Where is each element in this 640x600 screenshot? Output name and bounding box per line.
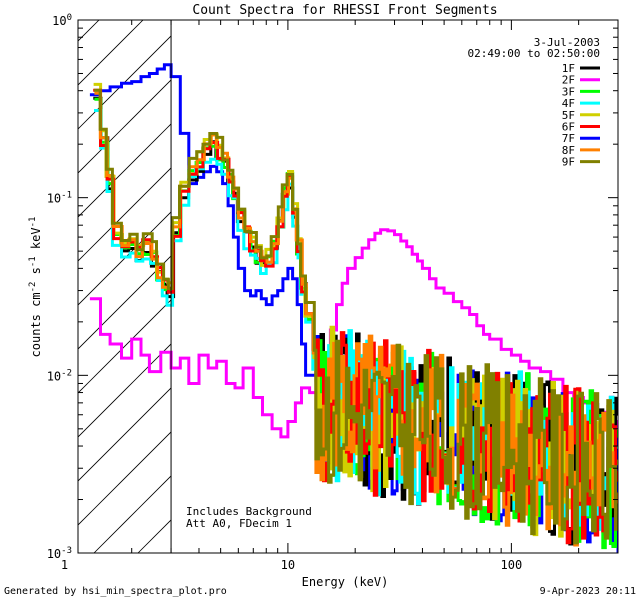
x-axis-label: Energy (keV) [302,575,389,589]
series-line-9F [94,88,618,545]
legend-label-6F: 6F [562,121,575,134]
series-line-2F [89,228,618,439]
hatch-line [78,431,172,526]
legend-label-1F: 1F [562,62,575,75]
y-axis-label: counts cm-2 s-1 keV-1 [28,217,43,358]
hatch-line [78,211,172,306]
footer-timestamp: 9-Apr-2023 20:11 [540,586,636,597]
series-line-8F [94,91,618,547]
legend-label-3F: 3F [562,85,575,98]
annotation-background: Includes Background [186,505,312,518]
time-range-label: 02:49:00 to 02:50:00 [468,47,600,60]
legend-label-8F: 8F [562,144,575,157]
x-tick-label: 100 [501,558,523,572]
y-tick-label: 100 [52,13,72,28]
x-tick-label: 10 [281,558,295,572]
y-tick-label: 10-3 [47,546,72,561]
date-label: 3-Jul-2003 [534,36,600,49]
hatch-line [78,255,172,350]
footer-generator: Generated by hsi_min_spectra_plot.pro [4,586,227,597]
hatched-region [0,13,640,553]
x-tick-label: 1 [61,558,68,572]
y-tick-label: 10-1 [47,191,72,206]
hatch-line [78,387,172,482]
y-tick-label: 10-2 [47,368,72,383]
hatch-line [78,20,144,86]
hatch-line [78,79,172,174]
legend-label-7F: 7F [562,132,575,145]
annotation-attenuator: Att A0, FDecim 1 [186,517,292,530]
plot-frame [77,19,619,554]
hatch-line [0,13,18,553]
series-layer [89,63,618,553]
legend-label-4F: 4F [562,97,575,110]
axis-ticks: 1 10 100 10-3 10-2 10-1 100 [47,13,619,572]
legend-label-5F: 5F [562,109,575,122]
hatch-line [622,13,640,553]
hatch-line [78,35,172,130]
hatch-line [78,123,172,218]
chart-title: Count Spectra for RHESSI Front Segments [192,3,497,18]
legend-label-9F: 9F [562,156,575,169]
legend-label-2F: 2F [562,74,575,87]
